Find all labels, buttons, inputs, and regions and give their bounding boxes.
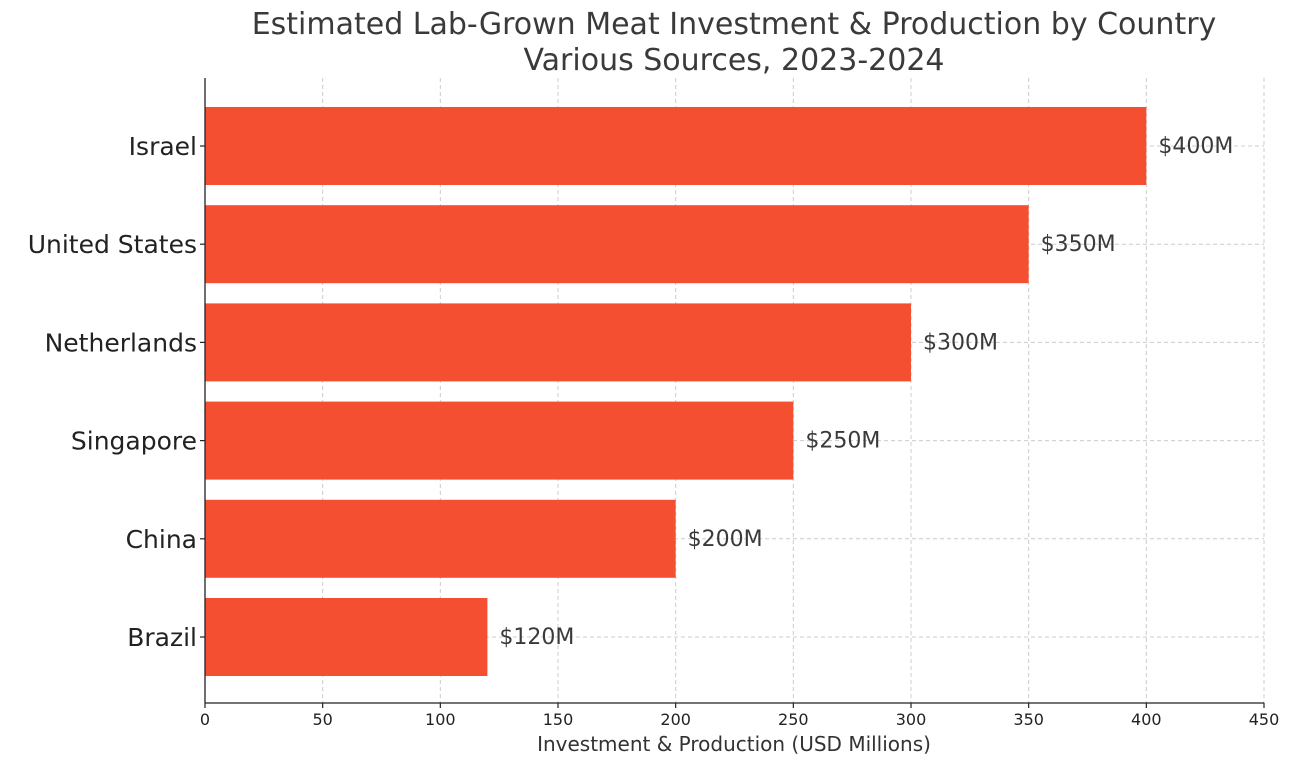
x-tick-label: 300 bbox=[896, 710, 927, 729]
x-axis-label: Investment & Production (USD Millions) bbox=[537, 732, 931, 756]
data-label: $300M bbox=[923, 330, 998, 355]
x-tick-label: 0 bbox=[200, 710, 210, 729]
y-tick-label: Israel bbox=[129, 132, 197, 161]
data-label: $400M bbox=[1158, 134, 1233, 159]
data-labels: $400M $350M $300M $250M $200M $120M bbox=[499, 134, 1233, 650]
bar bbox=[205, 205, 1029, 284]
y-tick-label: Singapore bbox=[71, 427, 197, 456]
y-tick-label: United States bbox=[28, 230, 197, 259]
y-tick-label: China bbox=[126, 525, 197, 554]
chart-subtitle: Various Sources, 2023-2024 bbox=[523, 43, 944, 78]
bars bbox=[205, 107, 1147, 676]
bar bbox=[205, 107, 1147, 185]
x-tick-label: 350 bbox=[1013, 710, 1044, 729]
x-tick-label: 200 bbox=[660, 710, 691, 729]
x-tick-label: 450 bbox=[1249, 710, 1280, 729]
bar bbox=[205, 598, 488, 676]
y-tick-label: Brazil bbox=[127, 623, 197, 652]
y-tick-label: Netherlands bbox=[45, 328, 197, 357]
chart-title: Estimated Lab-Grown Meat Investment & Pr… bbox=[252, 7, 1217, 42]
x-tick-label: 250 bbox=[778, 710, 809, 729]
bar bbox=[205, 499, 676, 578]
x-tick-label: 400 bbox=[1131, 710, 1162, 729]
y-axis-tick-labels: Israel United States Netherlands Singapore C… bbox=[28, 132, 205, 652]
data-label: $200M bbox=[688, 527, 763, 552]
bar bbox=[205, 401, 794, 480]
data-label: $250M bbox=[805, 429, 880, 454]
x-tick-label: 150 bbox=[543, 710, 574, 729]
x-tick-label: 50 bbox=[312, 710, 332, 729]
data-label: $120M bbox=[499, 625, 574, 650]
x-tick-label: 100 bbox=[425, 710, 456, 729]
bar bbox=[205, 303, 911, 382]
x-axis-ticks: 0 50 100 150 200 250 300 350 400 450 bbox=[200, 703, 1279, 729]
data-label: $350M bbox=[1041, 232, 1116, 257]
